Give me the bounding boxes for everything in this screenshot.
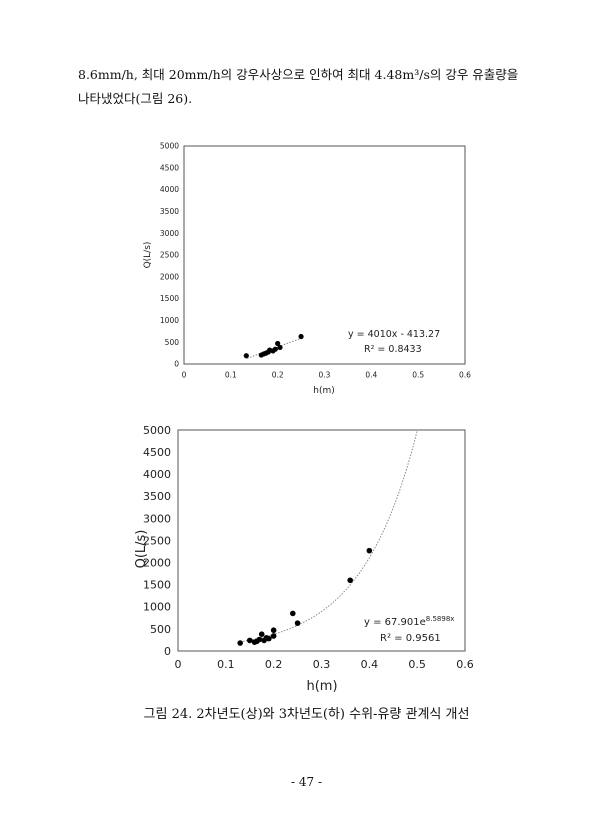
chart1-trendline [247, 337, 302, 359]
c2-point-10 [270, 633, 277, 639]
c2-point-11 [290, 610, 296, 617]
chart2-x-ticks: 0 0.1 0.2 0.3 0.4 0.5 0.6 [175, 658, 474, 671]
c2-y-tick-10: 5000 [143, 424, 171, 437]
c2-x-tick-6: 0.6 [456, 658, 474, 671]
body-paragraph: 8.6mm/h, 최대 20mm/h의 강우사상으로 인하여 최대 4.48m³… [78, 63, 540, 111]
c2-x-tick-5: 0.5 [408, 658, 426, 671]
chart1-y-label: Q(L/s) [143, 242, 153, 269]
c1-point-8 [275, 340, 281, 347]
c1-y-tick-6: 3000 [160, 229, 179, 238]
c2-point-12 [294, 620, 301, 626]
chart2-x-label: h(m) [306, 679, 337, 694]
c2-point-0 [237, 640, 243, 646]
c2-y-tick-5: 2500 [143, 534, 171, 547]
chart2-points [237, 547, 373, 646]
c1-x-tick-0: 0 [182, 371, 187, 380]
c2-point-1 [246, 637, 253, 644]
chart1-x-ticks: 0 0.1 0.2 0.3 0.4 0.5 0.6 [182, 371, 472, 380]
c2-y-tick-4: 2000 [143, 556, 171, 569]
c2-x-tick-4: 0.4 [361, 658, 379, 671]
c1-x-tick-1: 0.1 [225, 371, 237, 380]
c1-y-tick-7: 3500 [160, 207, 179, 216]
c2-y-tick-3: 1500 [143, 579, 171, 592]
c1-y-tick-1: 500 [165, 338, 180, 347]
c1-y-tick-5: 2500 [160, 251, 179, 260]
c1-y-tick-2: 1000 [160, 316, 179, 325]
chart2-equation-base: y = 67.901e [364, 617, 426, 628]
chart2-plot-area [177, 429, 466, 652]
chart1-y-ticks: 0 500 1000 1500 2000 2500 3000 3500 4000 4500 5000 [160, 142, 179, 369]
chart1-equation: y = 4010x - 413.27 [348, 329, 440, 340]
chart-rating-curve-year3: 0 500 1000 1500 2000 2500 3000 3500 4000 4500 5000… [134, 424, 474, 694]
paragraph-line-2: 나타냈었다(그림 26). [78, 91, 193, 106]
c1-x-tick-2: 0.2 [272, 371, 284, 380]
c2-point-9 [270, 627, 277, 634]
c2-y-tick-8: 4000 [143, 468, 171, 481]
c1-x-tick-4: 0.4 [365, 371, 377, 380]
c1-y-tick-4: 2000 [160, 272, 179, 281]
chart2-trendline [240, 430, 418, 643]
c2-y-tick-0: 0 [164, 645, 171, 658]
chart1-points [243, 333, 304, 359]
c2-point-8 [266, 635, 272, 642]
c1-x-tick-5: 0.5 [412, 371, 424, 380]
paragraph-line-1: 8.6mm/h, 최대 20mm/h의 강우사상으로 인하여 최대 4.48m³… [78, 67, 519, 82]
chart2-equation-exponent: 8.5898x [426, 615, 455, 623]
c1-point-9 [277, 344, 283, 351]
chart2-equation: y = 67.901e8.5898x [364, 615, 454, 628]
c2-point-5 [258, 631, 265, 638]
c1-point-0 [243, 353, 249, 359]
c1-point-10 [298, 333, 304, 340]
c1-y-tick-3: 1500 [160, 294, 179, 303]
c2-x-tick-2: 0.2 [265, 658, 283, 671]
c1-x-tick-3: 0.3 [319, 371, 331, 380]
c1-point-7 [272, 346, 278, 352]
c2-y-tick-2: 1000 [143, 601, 171, 614]
c1-y-tick-10: 5000 [160, 142, 179, 151]
c2-y-tick-7: 3500 [143, 490, 171, 503]
c2-point-13 [347, 577, 354, 584]
chart1-plot-area [183, 145, 466, 365]
chart1-x-label: h(m) [313, 386, 335, 396]
chart2-y-ticks: 0 500 1000 1500 2000 2500 3000 3500 4000 4500 5000 [143, 424, 171, 658]
c1-y-tick-9: 4500 [160, 163, 179, 172]
c2-y-tick-9: 4500 [143, 446, 171, 459]
chart-rating-curve-year2: 0 500 1000 1500 2000 2500 3000 3500 4000 4500 5000… [143, 142, 472, 396]
c2-x-tick-1: 0.1 [217, 658, 235, 671]
chart2-y-label: Q(L/s) [134, 530, 149, 569]
chart1-r2: R² = 0.8433 [364, 344, 422, 355]
c1-y-tick-0: 0 [174, 360, 179, 369]
c1-y-tick-8: 4000 [160, 185, 179, 194]
c2-x-tick-0: 0 [175, 658, 182, 671]
page-number: - 47 - [290, 775, 322, 789]
c2-point-14 [366, 547, 373, 554]
c2-y-tick-6: 3000 [143, 512, 171, 525]
c2-x-tick-3: 0.3 [313, 658, 331, 671]
c2-point-4 [256, 636, 263, 643]
c1-x-tick-6: 0.6 [459, 371, 471, 380]
chart2-r2: R² = 0.9561 [380, 633, 441, 644]
figure-caption: 그림 24. 2차년도(상)와 3차년도(하) 수위-유량 관계식 개선 [143, 707, 470, 722]
c2-y-tick-1: 500 [150, 623, 171, 636]
